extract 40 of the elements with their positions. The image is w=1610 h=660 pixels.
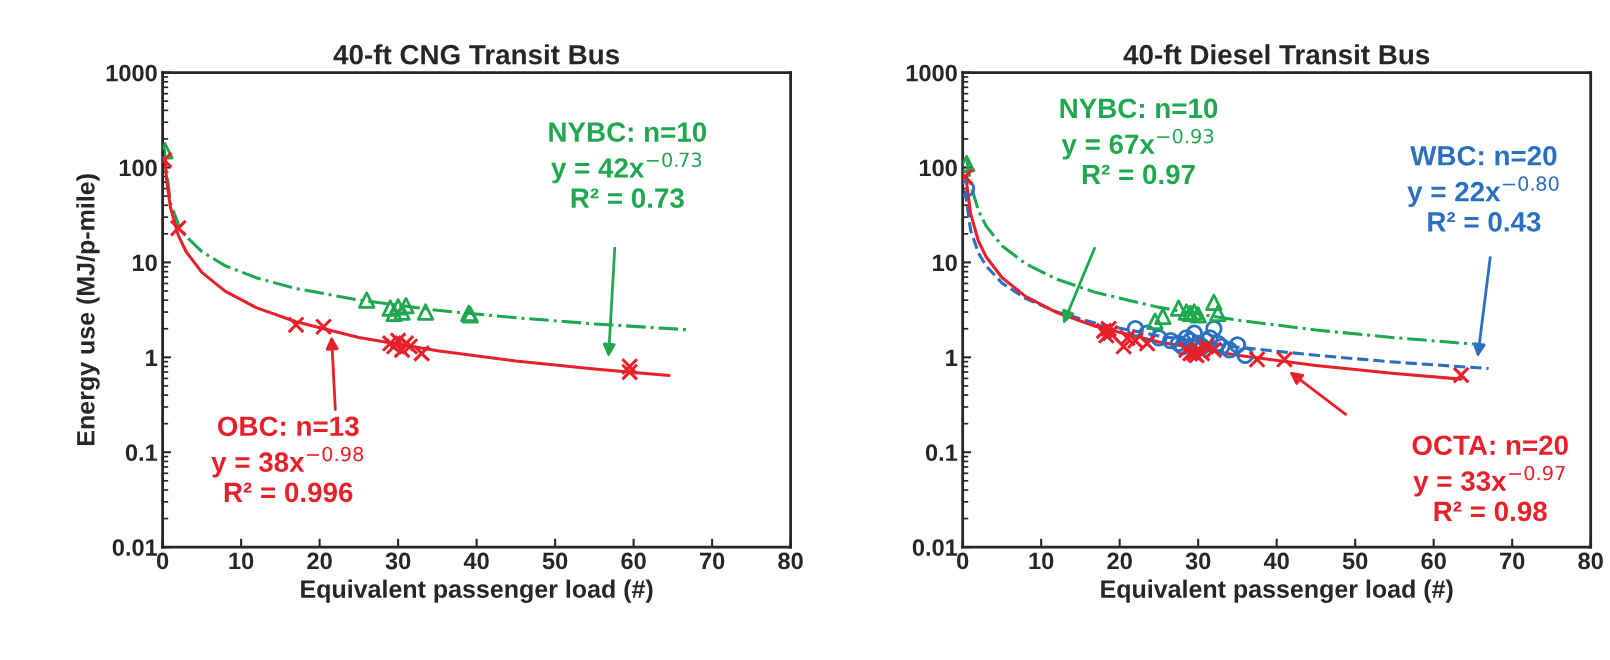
annotation: NYBC: n=10 y = 67x$^{−0.93}$ R² = 0.97 xyxy=(1060,98,1218,185)
x-tick-label: 40 xyxy=(1263,552,1289,570)
x-axis-title: Equivalent passenger load (#) xyxy=(1101,579,1453,603)
y-tick-label: 10 xyxy=(132,254,157,272)
y-tick-label: 1000 xyxy=(106,64,157,82)
chart-title: 40-ft Diesel Transit Bus xyxy=(1123,44,1430,65)
x-tick-label: 10 xyxy=(1029,552,1054,570)
x-tick-label: 30 xyxy=(385,552,411,570)
y-tick-label: 0.01 xyxy=(912,539,958,556)
y-tick-label: 1 xyxy=(146,349,158,366)
annotation: NYBC: n=10 y = 42x$^{−0.73}$ R² = 0.73 xyxy=(549,122,707,209)
x-tick-label: 50 xyxy=(1342,552,1368,570)
annotation: OCTA: n=20 y = 33x$^{−0.97}$ R² = 0.98 xyxy=(1412,435,1568,522)
x-axis-title: Equivalent passenger load (#) xyxy=(301,579,653,603)
x-tick-label: 30 xyxy=(1185,552,1211,570)
annotation: OBC: n=13 y = 38x$^{−0.98}$ R² = 0.996 xyxy=(211,416,364,503)
x-tick-label: 20 xyxy=(1107,552,1132,570)
x-tick-label: 80 xyxy=(1578,552,1603,570)
y-tick-label: 0.1 xyxy=(925,444,958,462)
x-tick-label: 70 xyxy=(1500,552,1525,570)
annotation: WBC: n=20 y = 22x$^{−0.80}$ R² = 0.43 xyxy=(1407,145,1559,232)
y-axis-title: Energy use (MJ/p-mile) xyxy=(76,174,100,446)
x-tick-label: 60 xyxy=(1421,552,1446,570)
y-tick-label: 100 xyxy=(919,159,957,177)
y-tick-label: 0.01 xyxy=(112,539,158,556)
x-tick-label: 40 xyxy=(463,552,489,570)
x-tick-label: 80 xyxy=(778,552,803,570)
x-tick-label: 60 xyxy=(621,552,646,570)
y-tick-label: 0.1 xyxy=(125,444,158,462)
y-tick-label: 100 xyxy=(119,159,157,177)
x-tick-label: 70 xyxy=(699,552,725,570)
x-tick-label: 0 xyxy=(957,552,969,570)
x-tick-label: 0 xyxy=(156,552,169,570)
x-tick-label: 10 xyxy=(229,552,254,570)
x-tick-label: 20 xyxy=(307,552,332,570)
y-tick-label: 1 xyxy=(946,349,958,366)
chart-title: 40-ft CNG Transit Bus xyxy=(333,44,620,65)
y-tick-label: 1000 xyxy=(906,64,957,82)
y-tick-label: 10 xyxy=(933,254,957,272)
x-tick-label: 50 xyxy=(542,552,568,570)
